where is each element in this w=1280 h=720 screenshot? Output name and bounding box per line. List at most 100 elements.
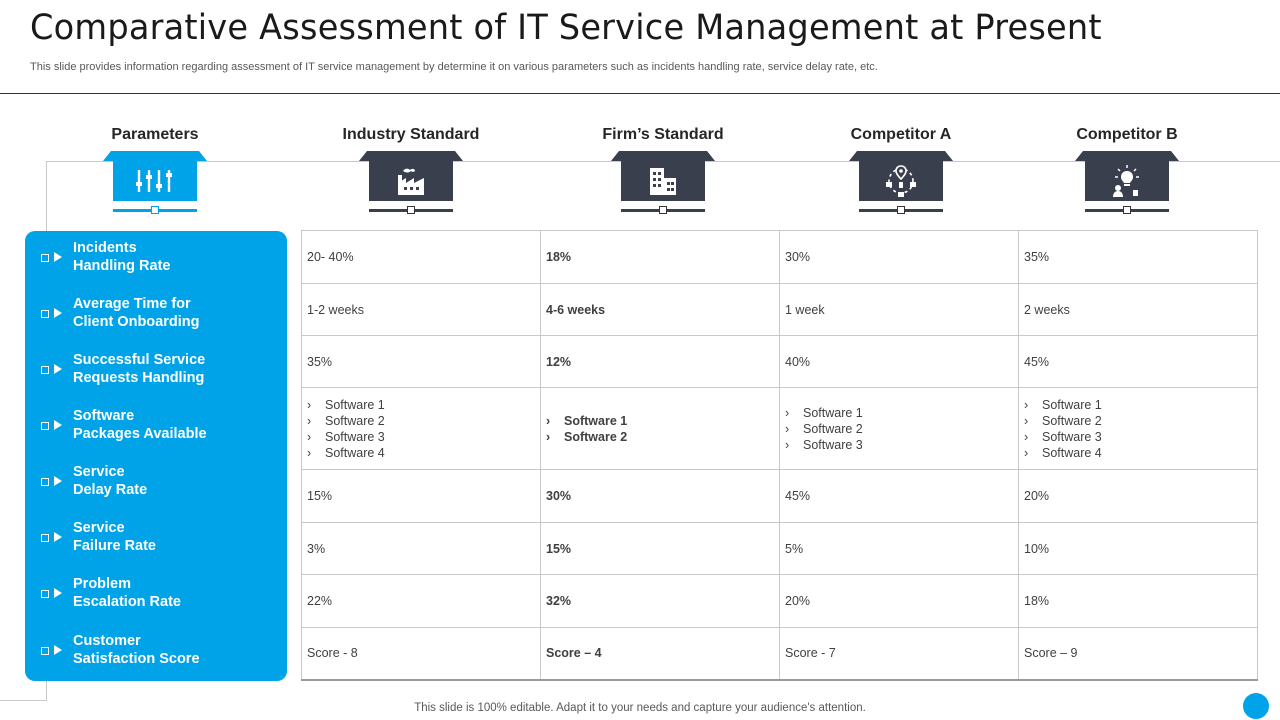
cell-firm: 15%: [540, 522, 780, 575]
cell-competitor-b: › Software 1 › Software 2 › Software 3 › Sof…: [1018, 387, 1258, 470]
list-item: › Software 4: [307, 445, 385, 460]
list-item: › Software 3: [1024, 429, 1102, 444]
table-row: 3% 15% 5% 10%: [301, 522, 1258, 575]
cell-firm: Score – 4: [540, 627, 780, 681]
cell-firm: 18%: [540, 230, 780, 284]
list-item: › Software 1: [546, 413, 628, 428]
column-header-competitor-b: Competitor B: [1076, 126, 1178, 143]
list-item: › Software 1: [307, 397, 385, 412]
parameter-customer-satisfaction: Customer Satisfaction Score: [25, 625, 287, 677]
parameter-label-line2: Satisfaction Score: [73, 651, 200, 667]
parameter-label-line1: Average Time for: [73, 296, 191, 312]
list-item: › Software 2: [307, 413, 385, 428]
parameter-label-line2: Delay Rate: [73, 482, 148, 498]
cell-industry: 35%: [301, 335, 541, 388]
cell-competitor-a: 5%: [779, 522, 1019, 575]
list-item: › Software 1: [785, 405, 863, 420]
triangle-right-icon: [54, 532, 62, 542]
cell-competitor-b: 20%: [1018, 469, 1258, 523]
software-list: › Software 1 › Software 2 › Software 3 › Sof…: [307, 397, 535, 461]
cell-industry: Score - 8: [301, 627, 541, 681]
cell-competitor-a: 1 week: [779, 283, 1019, 336]
cell-competitor-a: 40%: [779, 335, 1019, 388]
chevron-right-icon: ›: [1024, 413, 1029, 428]
cell-competitor-a: 30%: [779, 230, 1019, 284]
chevron-right-icon: ›: [785, 437, 790, 452]
chevron-right-icon: ›: [1024, 445, 1029, 460]
list-item: › Software 3: [307, 429, 385, 444]
idea-person-icon: [1113, 165, 1139, 197]
cell-competitor-b: Score – 9: [1018, 627, 1258, 681]
cell-firm: 32%: [540, 574, 780, 628]
chevron-right-icon: ›: [307, 397, 312, 412]
table-row: 35% 12% 40% 45%: [301, 335, 1258, 388]
cell-competitor-a: Score - 7: [779, 627, 1019, 681]
table-row: › Software 1 › Software 2 › Software 3 › Sof…: [301, 387, 1258, 470]
triangle-right-icon: [54, 252, 62, 262]
table-row: 1-2 weeks 4-6 weeks 1 week 2 weeks: [301, 283, 1258, 336]
cell-competitor-b: 45%: [1018, 335, 1258, 388]
column-header-competitor-a: Competitor A: [850, 126, 952, 143]
page-title: Comparative Assessment of IT Service Man…: [30, 8, 1102, 48]
parameter-label-line2: Escalation Rate: [73, 594, 181, 610]
parameter-incidents-handling-rate: Incidents Handling Rate: [25, 232, 287, 284]
parameter-label-line1: Service: [73, 464, 125, 480]
cell-industry: › Software 1 › Software 2 › Software 3 › Sof…: [301, 387, 541, 470]
chevron-right-icon: ›: [546, 429, 551, 444]
building-icon: [650, 168, 676, 195]
list-item: › Software 2: [546, 429, 628, 444]
chevron-right-icon: ›: [307, 429, 312, 444]
chevron-right-icon: ›: [307, 445, 312, 460]
parameter-label-line1: Problem: [73, 576, 132, 592]
cell-industry: 15%: [301, 469, 541, 523]
bullet-marker: [41, 590, 49, 598]
page-subtitle: This slide provides information regardin…: [30, 61, 878, 73]
parameter-service-failure-rate: Service Failure Rate: [25, 512, 287, 564]
parameter-label-line1: Successful Service: [73, 352, 206, 368]
triangle-right-icon: [54, 645, 62, 655]
parameter-label-line1: Service: [73, 520, 125, 536]
cell-competitor-b: 10%: [1018, 522, 1258, 575]
page-indicator-dot: [1243, 693, 1269, 719]
cell-industry: 1-2 weeks: [301, 283, 541, 336]
header-divider: [0, 93, 1280, 94]
parameter-successful-service-requests: Successful Service Requests Handling: [25, 344, 287, 396]
parameter-label-line2: Failure Rate: [73, 538, 156, 554]
cell-firm: › Software 1 › Software 2: [540, 387, 780, 470]
bullet-marker: [41, 422, 49, 430]
cell-industry: 22%: [301, 574, 541, 628]
cell-competitor-a: 45%: [779, 469, 1019, 523]
table-row: 22% 32% 20% 18%: [301, 574, 1258, 628]
parameter-label-line1: Incidents: [73, 240, 137, 256]
cell-firm: 4-6 weeks: [540, 283, 780, 336]
parameter-software-packages: Software Packages Available: [25, 400, 287, 452]
cell-industry: 20- 40%: [301, 230, 541, 284]
parameter-label-line2: Client Onboarding: [73, 314, 200, 330]
list-item: › Software 2: [1024, 413, 1102, 428]
parameters-panel: Incidents Handling Rate Average Time for C…: [25, 231, 287, 681]
chevron-right-icon: ›: [307, 413, 312, 428]
parameter-label-line1: Customer: [73, 633, 141, 649]
bullet-marker: [41, 534, 49, 542]
parameter-label-line2: Requests Handling: [73, 370, 205, 386]
parameter-average-time-onboarding: Average Time for Client Onboarding: [25, 288, 287, 340]
connector-line-bottom: [0, 700, 47, 701]
triangle-right-icon: [54, 476, 62, 486]
bullet-marker: [41, 254, 49, 262]
table-row: Score - 8 Score – 4 Score - 7 Score – 9: [301, 627, 1258, 681]
list-item: › Software 1: [1024, 397, 1102, 412]
column-header-industry-standard: Industry Standard: [342, 126, 480, 143]
chevron-right-icon: ›: [785, 405, 790, 420]
software-list: › Software 1 › Software 2 › Software 3: [785, 405, 1013, 453]
parameter-label-line2: Packages Available: [73, 426, 207, 442]
bullet-marker: [41, 366, 49, 374]
software-list: › Software 1 › Software 2 › Software 3 › Sof…: [1024, 397, 1252, 461]
cell-firm: 12%: [540, 335, 780, 388]
parameter-service-delay-rate: Service Delay Rate: [25, 456, 287, 508]
cell-competitor-b: 35%: [1018, 230, 1258, 284]
triangle-right-icon: [54, 308, 62, 318]
chevron-right-icon: ›: [785, 421, 790, 436]
chevron-right-icon: ›: [1024, 397, 1029, 412]
triangle-right-icon: [54, 420, 62, 430]
cell-competitor-b: 18%: [1018, 574, 1258, 628]
